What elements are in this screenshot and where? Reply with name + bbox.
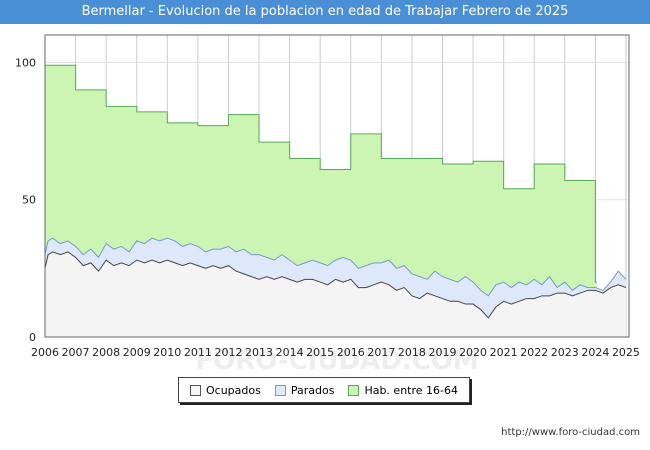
legend-label-habitantes: Hab. entre 16-64	[364, 383, 458, 397]
series-line-parados	[44, 237, 627, 297]
legend-label-ocupados: Ocupados	[205, 383, 261, 397]
chart-title: Bermellar - Evolucion de la poblacion en…	[81, 4, 569, 19]
title-bar	[0, 0, 650, 24]
legend-item-ocupados: Ocupados	[189, 383, 261, 397]
x-tick-label: 2009	[123, 346, 151, 359]
legend-swatch-ocupados	[189, 384, 201, 396]
legend-item-habitantes: Hab. entre 16-64	[348, 384, 458, 397]
y-tick-label: 100	[15, 56, 36, 69]
x-tick-label: 2023	[551, 346, 579, 359]
x-tick-label: 2006	[31, 346, 59, 359]
x-tick-label: 2016	[337, 346, 365, 359]
x-tick-label: 2018	[398, 346, 426, 359]
plot-frame	[44, 34, 630, 338]
x-tick-label: 2025	[612, 346, 640, 359]
y-tick-label: 50	[22, 194, 36, 207]
x-tick-label: 2013	[245, 346, 273, 359]
series-line-habitantes	[45, 64, 597, 283]
x-tick-label: 2021	[490, 346, 518, 359]
y-tick-label: 0	[29, 331, 36, 344]
legend-swatch-habitantes	[348, 384, 360, 396]
source-url: http://www.foro-ciudad.com	[501, 427, 640, 438]
x-tick-label: 2024	[581, 346, 609, 359]
x-tick-label: 2012	[214, 346, 242, 359]
x-tick-label: 2020	[459, 346, 487, 359]
x-tick-label: 2014	[276, 346, 304, 359]
legend-swatch-parados	[274, 384, 286, 396]
x-tick-label: 2022	[520, 346, 548, 359]
series-line-ocupados	[44, 251, 627, 319]
series-area-ocupados	[45, 251, 626, 337]
x-tick-label: 2010	[153, 346, 181, 359]
x-tick-label: 2019	[428, 346, 456, 359]
legend: Ocupados Parados Hab. entre 16-64	[178, 377, 470, 403]
x-tick-label: 2017	[367, 346, 395, 359]
legend-item-parados: Parados	[274, 383, 335, 397]
x-tick-label: 2008	[92, 346, 120, 359]
x-tick-label: 2011	[184, 346, 212, 359]
x-tick-label: 2007	[62, 346, 90, 359]
legend-label-parados: Parados	[290, 383, 335, 397]
watermark: FORO-CIUDAD.COM	[195, 346, 478, 374]
x-tick-label: 2015	[306, 346, 334, 359]
